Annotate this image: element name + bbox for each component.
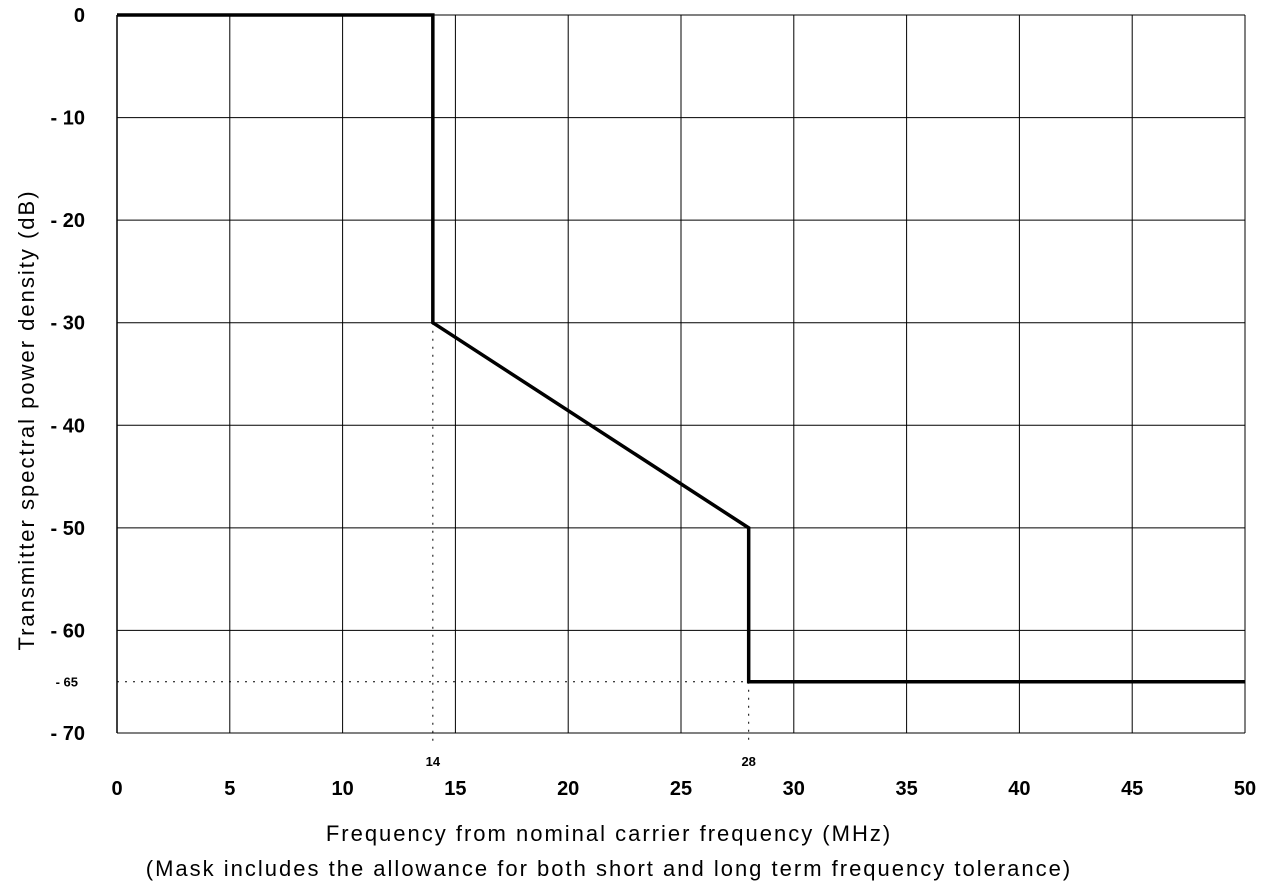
x-tick-label-extra: 28	[741, 754, 755, 769]
x-tick-label: 30	[783, 778, 805, 800]
x-tick-label: 10	[331, 778, 353, 800]
y-ticks: 0 - 10 - 20 - 30 - 40 - 50 - 60 - 70 - 65	[51, 5, 85, 745]
mask-line	[117, 13, 1245, 684]
y-tick-label: - 50	[51, 518, 85, 540]
y-axis-title: Transmitter spectral power density (dB)	[14, 189, 39, 650]
x-axis-note: (Mask includes the allowance for both sh…	[146, 856, 1072, 881]
x-tick-label: 5	[224, 778, 235, 800]
x-tick-label: 15	[444, 778, 466, 800]
series	[117, 13, 1245, 684]
y-tick-label: 0	[74, 5, 85, 27]
y-tick-label: - 70	[51, 723, 85, 745]
x-tick-label-extra: 14	[426, 754, 441, 769]
y-tick-label: - 10	[51, 108, 85, 130]
y-tick-label: - 20	[51, 210, 85, 232]
x-tick-label: 50	[1234, 778, 1256, 800]
y-tick-label: - 30	[51, 313, 85, 335]
x-tick-label: 35	[895, 778, 917, 800]
x-ticks: 0 5 10 15 20 25 30 35 40 45 50 14 28	[111, 754, 1256, 800]
y-tick-label: - 40	[51, 415, 85, 437]
x-tick-label: 25	[670, 778, 692, 800]
x-axis-title: Frequency from nominal carrier frequency…	[326, 821, 892, 846]
y-tick-label-extra: - 65	[56, 675, 78, 690]
x-tick-label: 0	[111, 778, 122, 800]
x-tick-label: 45	[1121, 778, 1143, 800]
reference-lines	[117, 322, 750, 745]
y-tick-label: - 60	[51, 620, 85, 642]
x-tick-label: 40	[1008, 778, 1030, 800]
grid	[116, 14, 1246, 734]
x-tick-label: 20	[557, 778, 579, 800]
